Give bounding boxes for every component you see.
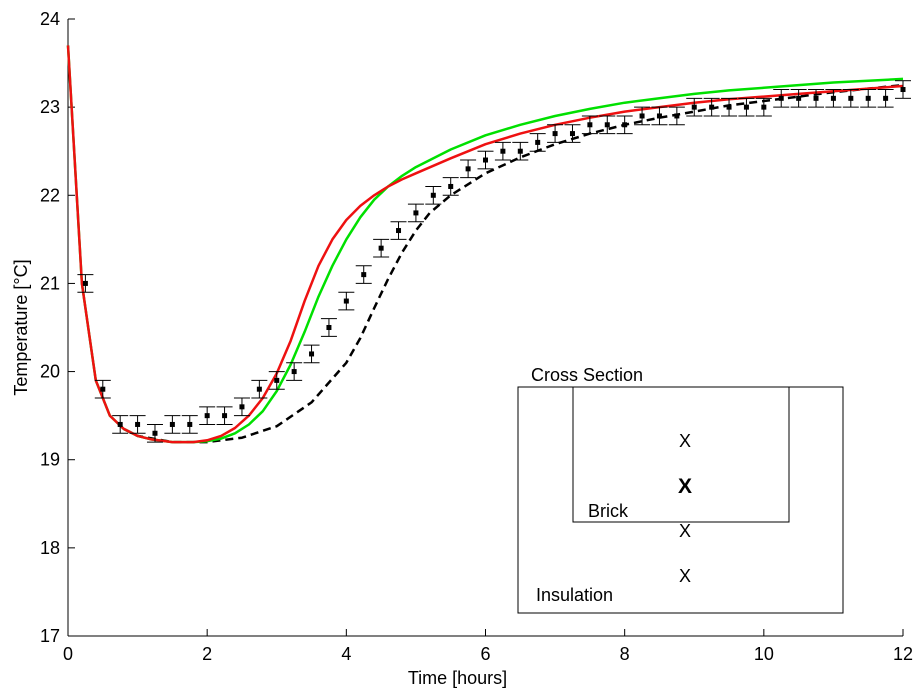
data-point <box>257 387 262 392</box>
data-point <box>779 96 784 101</box>
data-point <box>100 387 105 392</box>
data-point <box>622 122 627 127</box>
data-point <box>744 105 749 110</box>
y-axis-label: Temperature [°C] <box>11 259 31 395</box>
data-point <box>396 228 401 233</box>
data-point <box>431 193 436 198</box>
data-point <box>640 113 645 118</box>
data-point <box>535 140 540 145</box>
data-point <box>570 131 575 136</box>
x-axis-label: Time [hours] <box>408 668 507 688</box>
cross-section-inset: Cross Section Brick Insulation X X X X <box>518 365 843 613</box>
y-tick-label: 23 <box>40 97 60 117</box>
series-line-red-solid <box>68 45 903 442</box>
data-point <box>170 422 175 427</box>
data-point <box>379 246 384 251</box>
data-point <box>587 122 592 127</box>
data-point <box>361 272 366 277</box>
data-point <box>553 131 558 136</box>
data-point <box>135 422 140 427</box>
inset-marker-2: X <box>678 475 692 498</box>
data-point <box>500 149 505 154</box>
data-point <box>848 96 853 101</box>
data-point <box>761 105 766 110</box>
data-point <box>466 166 471 171</box>
x-tick-label: 10 <box>754 644 774 664</box>
y-tick-label: 21 <box>40 273 60 293</box>
data-point <box>205 413 210 418</box>
data-point <box>605 122 610 127</box>
x-tick-label: 2 <box>202 644 212 664</box>
data-point <box>239 404 244 409</box>
series-line-green-solid <box>68 45 903 442</box>
inset-insulation-label: Insulation <box>536 585 613 605</box>
data-point <box>222 413 227 418</box>
x-tick-label: 0 <box>63 644 73 664</box>
y-tick-label: 24 <box>40 9 60 29</box>
data-point <box>274 378 279 383</box>
inset-title: Cross Section <box>531 365 643 385</box>
x-tick-label: 4 <box>341 644 351 664</box>
series-layer <box>68 45 911 442</box>
inset-marker-4: X <box>679 566 691 586</box>
data-point <box>118 422 123 427</box>
y-tick-label: 18 <box>40 538 60 558</box>
data-point <box>796 96 801 101</box>
data-point <box>657 113 662 118</box>
data-point <box>692 105 697 110</box>
y-tick-label: 22 <box>40 185 60 205</box>
y-tick-label: 19 <box>40 450 60 470</box>
data-point <box>152 431 157 436</box>
data-point <box>814 96 819 101</box>
data-point <box>518 149 523 154</box>
data-point <box>309 351 314 356</box>
data-point <box>344 299 349 304</box>
x-tick-label: 8 <box>620 644 630 664</box>
inset-marker-1: X <box>679 431 691 451</box>
data-point <box>727 105 732 110</box>
data-point <box>674 113 679 118</box>
data-point <box>901 87 906 92</box>
y-tick-label: 20 <box>40 362 60 382</box>
data-point <box>831 96 836 101</box>
data-point <box>866 96 871 101</box>
data-point <box>292 369 297 374</box>
inset-marker-3: X <box>679 521 691 541</box>
data-point <box>448 184 453 189</box>
data-point <box>83 281 88 286</box>
data-point <box>187 422 192 427</box>
x-tick-label: 6 <box>480 644 490 664</box>
data-point <box>883 96 888 101</box>
inset-brick-label: Brick <box>588 501 629 521</box>
data-point <box>413 210 418 215</box>
x-tick-label: 12 <box>893 644 913 664</box>
data-point <box>709 105 714 110</box>
data-point <box>483 158 488 163</box>
data-point <box>326 325 331 330</box>
y-tick-label: 17 <box>40 626 60 646</box>
